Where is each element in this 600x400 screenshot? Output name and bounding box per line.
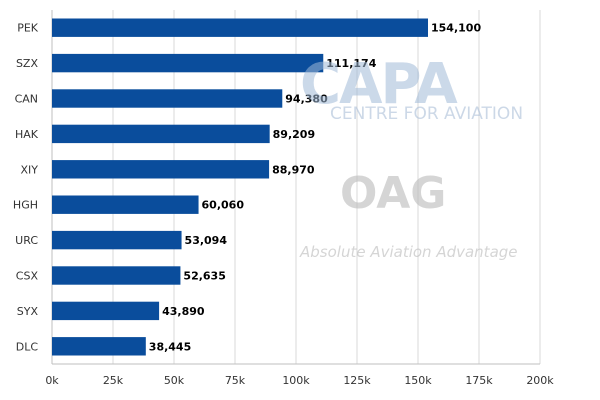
x-tick-label: 100k <box>282 374 310 387</box>
category-label: DLC <box>16 340 39 353</box>
category-label: PEK <box>17 22 39 35</box>
data-label: 52,635 <box>183 270 225 283</box>
data-label: 43,890 <box>162 305 205 318</box>
bar <box>52 53 324 73</box>
x-tick-label: 150k <box>404 374 432 387</box>
capa-watermark-subtitle: CENTRE FOR AVIATION <box>330 104 524 124</box>
bar <box>52 160 270 179</box>
oag-watermark-tagline: Absolute Aviation Advantage <box>300 243 518 261</box>
data-label: 88,970 <box>272 163 315 176</box>
bar <box>52 124 270 144</box>
x-tick-label: 75k <box>225 374 246 387</box>
category-label: URC <box>15 234 38 247</box>
data-label: 111,174 <box>326 57 376 70</box>
bar <box>52 337 146 356</box>
category-label: CSX <box>16 270 39 283</box>
x-tick-label: 200k <box>526 374 554 387</box>
bar <box>52 89 283 108</box>
x-tick-label: 125k <box>343 374 371 387</box>
data-label: 60,060 <box>202 199 245 212</box>
category-label: HGH <box>13 199 38 212</box>
x-tick-label: 25k <box>103 374 124 387</box>
bar <box>52 230 182 250</box>
x-tick-label: 0k <box>45 374 59 387</box>
bar <box>52 266 181 285</box>
oag-watermark: OAG <box>340 168 447 219</box>
data-label: 53,094 <box>185 234 228 247</box>
bar <box>52 195 199 214</box>
data-label: 38,445 <box>149 340 191 353</box>
category-label: HAK <box>15 128 39 141</box>
data-label: 89,209 <box>273 128 315 141</box>
data-label: 94,380 <box>285 93 328 106</box>
data-label: 154,100 <box>431 22 481 35</box>
bar <box>52 301 160 321</box>
category-label: CAN <box>15 93 38 106</box>
x-tick-label: 175k <box>465 374 493 387</box>
bar <box>52 18 429 37</box>
category-label: XIY <box>21 163 39 176</box>
category-label: SZX <box>16 57 39 70</box>
category-label: SYX <box>17 305 39 318</box>
x-tick-label: 50k <box>164 374 185 387</box>
capa-watermark: CAPA <box>300 52 458 117</box>
